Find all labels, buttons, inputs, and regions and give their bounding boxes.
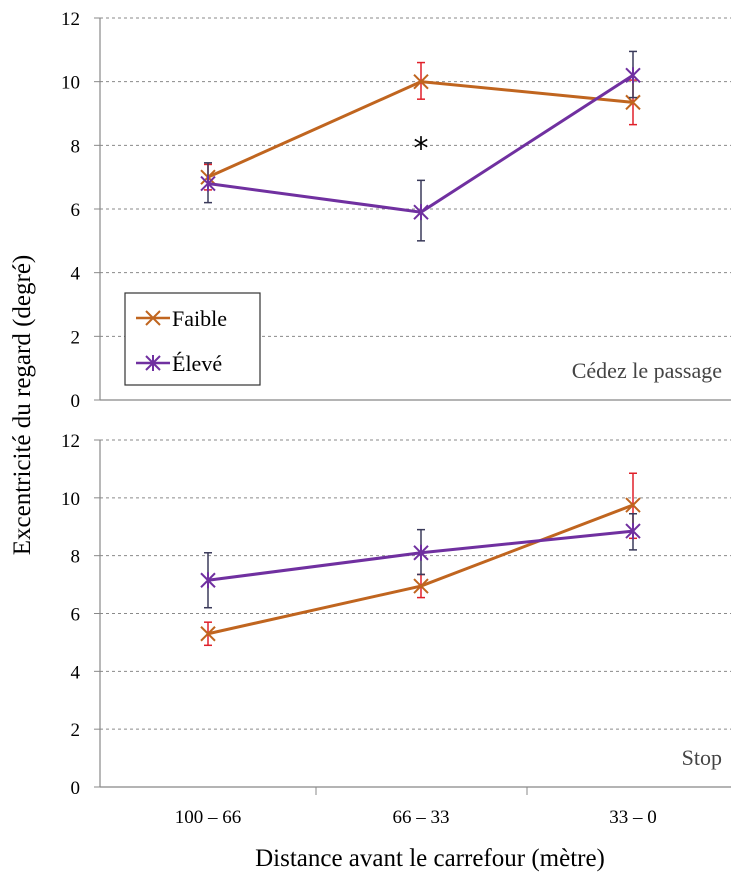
- x-tick-label: 33 – 0: [609, 807, 657, 828]
- y-tick-label: 4: [71, 264, 81, 285]
- y-tick-label: 6: [71, 200, 81, 221]
- series-faible: [200, 472, 641, 647]
- data-point: [625, 523, 641, 540]
- data-point: [200, 572, 216, 589]
- y-tick-label: 6: [71, 605, 81, 626]
- y-tick-label: 10: [61, 73, 80, 94]
- panel-2: 0 2 4 6 8 10 12 100 – 66 66 – 33 33 – 0 Stop: [61, 431, 731, 828]
- y-tick-label: 4: [71, 662, 81, 683]
- y-axis-title: Excentricité du regard (degré): [9, 255, 36, 556]
- y-tick-label: 8: [71, 136, 81, 157]
- x-tick-label: 66 – 33: [393, 807, 450, 828]
- data-point: [200, 175, 216, 192]
- panel-1: 0 2 4 6 8 10 12 Cédez le passage * Faible Élevé: [61, 9, 731, 412]
- data-point: [413, 73, 429, 90]
- legend-label: Élevé: [172, 351, 222, 376]
- y-tick-label: 10: [61, 489, 80, 510]
- data-point: [625, 67, 641, 84]
- data-point: [413, 578, 429, 594]
- y-tick-label: 0: [71, 778, 81, 799]
- panel-label: Cédez le passage: [572, 358, 722, 383]
- y-tick-label: 0: [71, 391, 81, 412]
- y-tick-label: 8: [71, 547, 81, 568]
- data-point: [625, 497, 641, 513]
- panel-label: Stop: [682, 745, 722, 770]
- y-tick-label: 2: [71, 720, 81, 741]
- data-point: [413, 544, 429, 561]
- legend-marker: [145, 355, 161, 371]
- x-tick-label: 100 – 66: [175, 807, 242, 828]
- data-point: [625, 94, 641, 111]
- y-tick-label: 2: [71, 327, 81, 348]
- y-tick-label: 12: [61, 431, 80, 452]
- legend-marker: [145, 310, 161, 326]
- data-point: [413, 204, 429, 221]
- legend-label: Faible: [172, 306, 227, 331]
- series-eleve: [200, 50, 641, 242]
- y-tick-label: 12: [61, 9, 80, 30]
- significance-star: *: [414, 132, 429, 167]
- data-point: [200, 626, 216, 642]
- x-axis-title: Distance avant le carrefour (mètre): [255, 845, 605, 872]
- series-eleve: [200, 512, 641, 609]
- legend: Faible Élevé: [124, 292, 261, 386]
